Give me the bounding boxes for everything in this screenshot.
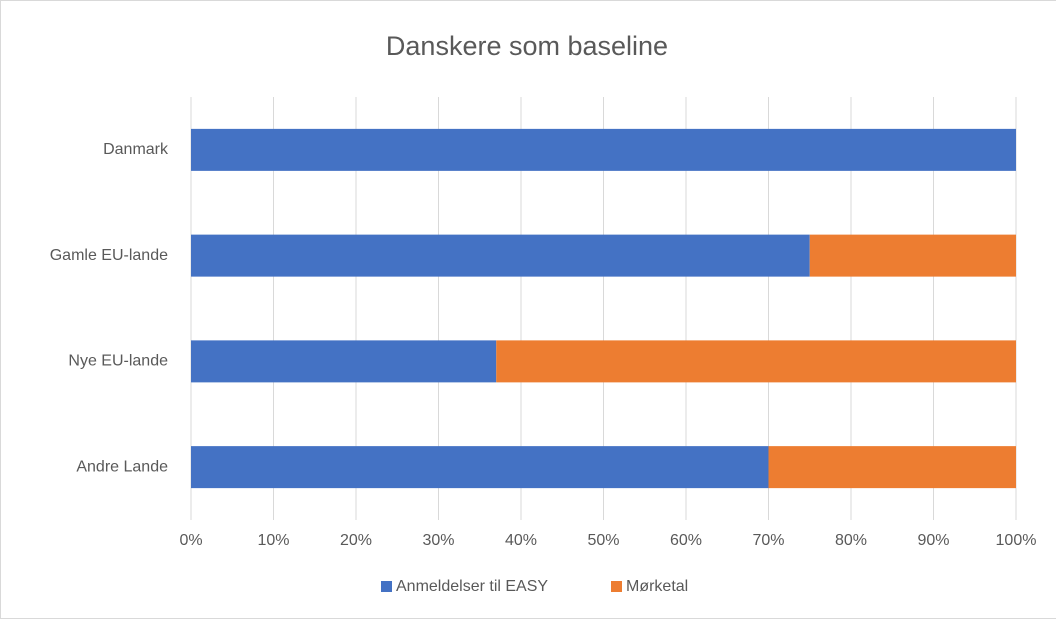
y-tick-label: Danmark bbox=[103, 141, 169, 158]
x-tick-label: 100% bbox=[996, 532, 1037, 549]
bar bbox=[768, 446, 1016, 489]
bar bbox=[809, 234, 1016, 277]
x-tick-label: 60% bbox=[670, 532, 702, 549]
y-tick-label: Andre Lande bbox=[76, 458, 168, 475]
legend-swatch bbox=[611, 581, 622, 592]
x-tick-label: 10% bbox=[257, 532, 289, 549]
legend-label: Mørketal bbox=[626, 578, 688, 595]
x-tick-label: 20% bbox=[340, 532, 372, 549]
x-tick-label: 70% bbox=[752, 532, 784, 549]
bar bbox=[191, 234, 810, 277]
x-tick-label: 50% bbox=[587, 532, 619, 549]
y-tick-label: Gamle EU-lande bbox=[50, 247, 168, 264]
x-tick-label: 90% bbox=[917, 532, 949, 549]
bar bbox=[191, 128, 1016, 171]
bar bbox=[191, 340, 497, 383]
x-tick-label: 80% bbox=[835, 532, 867, 549]
x-tick-label: 30% bbox=[422, 532, 454, 549]
legend-swatch bbox=[381, 581, 392, 592]
bar bbox=[496, 340, 1016, 383]
chart-title: Danskere som baseline bbox=[386, 31, 668, 61]
legend-label: Anmeldelser til EASY bbox=[396, 578, 548, 595]
x-tick-label: 0% bbox=[179, 532, 202, 549]
bar bbox=[191, 446, 769, 489]
x-tick-label: 40% bbox=[505, 532, 537, 549]
y-tick-label: Nye EU-lande bbox=[68, 353, 168, 370]
